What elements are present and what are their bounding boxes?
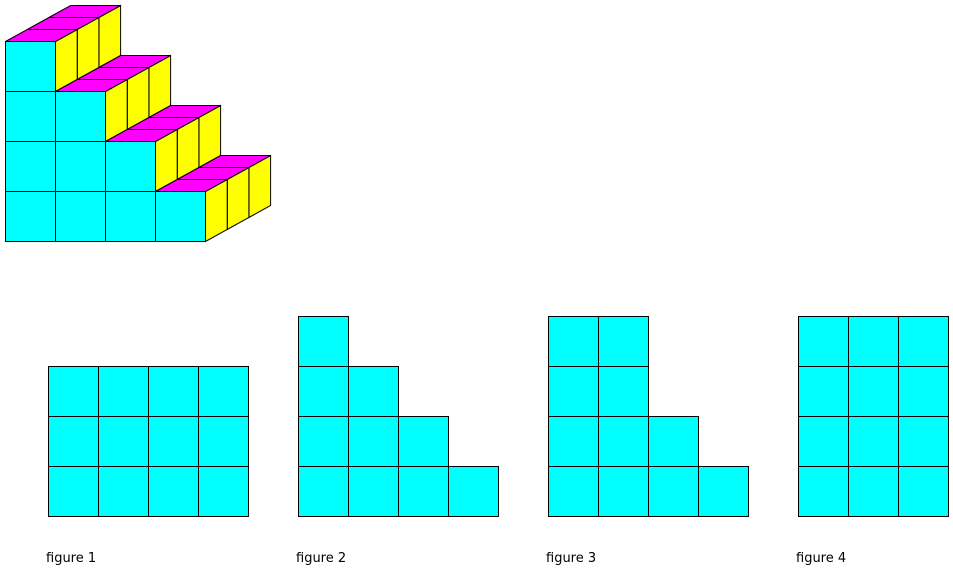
figure-4-square bbox=[898, 316, 949, 367]
figure-1-square bbox=[198, 416, 249, 467]
figure-4-square bbox=[898, 416, 949, 467]
figure-1-square bbox=[148, 466, 199, 517]
cube-front-face bbox=[105, 191, 156, 242]
figure-1-label: figure 1 bbox=[46, 551, 97, 566]
figure-2-square bbox=[298, 466, 349, 517]
figure-3-square bbox=[598, 466, 649, 517]
figure-2-square bbox=[348, 416, 399, 467]
figure-2-square bbox=[348, 366, 399, 417]
figure-3-square bbox=[548, 466, 599, 517]
figure-1-square bbox=[198, 466, 249, 517]
cube-front-face bbox=[55, 141, 106, 192]
cube-front-face bbox=[105, 141, 156, 192]
figure-4-square bbox=[798, 416, 849, 467]
figure-1-square bbox=[98, 466, 149, 517]
figure-1-square bbox=[98, 366, 149, 417]
figure-3-label: figure 3 bbox=[546, 551, 597, 566]
cube-front-face bbox=[5, 41, 56, 92]
figure-1-square bbox=[148, 366, 199, 417]
figure-3-square bbox=[598, 366, 649, 417]
figure-4-square bbox=[848, 416, 899, 467]
figure-4-square bbox=[798, 466, 849, 517]
figure-4-square bbox=[848, 366, 899, 417]
figure-4-square bbox=[798, 366, 849, 417]
figure-4-square bbox=[798, 316, 849, 367]
figure-4-square bbox=[898, 366, 949, 417]
figure-1-square bbox=[48, 366, 99, 417]
figure-4-label: figure 4 bbox=[796, 551, 847, 566]
figure-2-square bbox=[398, 466, 449, 517]
figure-1-square bbox=[148, 416, 199, 467]
figure-3-square bbox=[548, 366, 599, 417]
figure-4-square bbox=[898, 466, 949, 517]
figure-1-square bbox=[198, 366, 249, 417]
figure-1-square bbox=[98, 416, 149, 467]
figure-3-square bbox=[648, 466, 699, 517]
figure-2-square bbox=[298, 416, 349, 467]
figure-2-square bbox=[298, 316, 349, 367]
cube-front-face bbox=[55, 191, 106, 242]
figure-3-square bbox=[548, 416, 599, 467]
figure-4-square bbox=[848, 466, 899, 517]
cube-front-face bbox=[5, 191, 56, 242]
figure-3-square bbox=[598, 316, 649, 367]
figure-2-square bbox=[398, 416, 449, 467]
cube-front-face bbox=[55, 91, 106, 142]
figure-4-square bbox=[848, 316, 899, 367]
figure-1-square bbox=[48, 466, 99, 517]
figure-2-square bbox=[348, 466, 399, 517]
figure-3-square bbox=[548, 316, 599, 367]
figure-3-square bbox=[648, 416, 699, 467]
figure-3-square bbox=[698, 466, 749, 517]
figure-1-square bbox=[48, 416, 99, 467]
cube-front-face bbox=[155, 191, 206, 242]
figure-2-square bbox=[448, 466, 499, 517]
figure-2-square bbox=[298, 366, 349, 417]
cube-front-face bbox=[5, 141, 56, 192]
cube-front-face bbox=[5, 91, 56, 142]
figure-3-square bbox=[598, 416, 649, 467]
figure-2-label: figure 2 bbox=[296, 551, 347, 566]
